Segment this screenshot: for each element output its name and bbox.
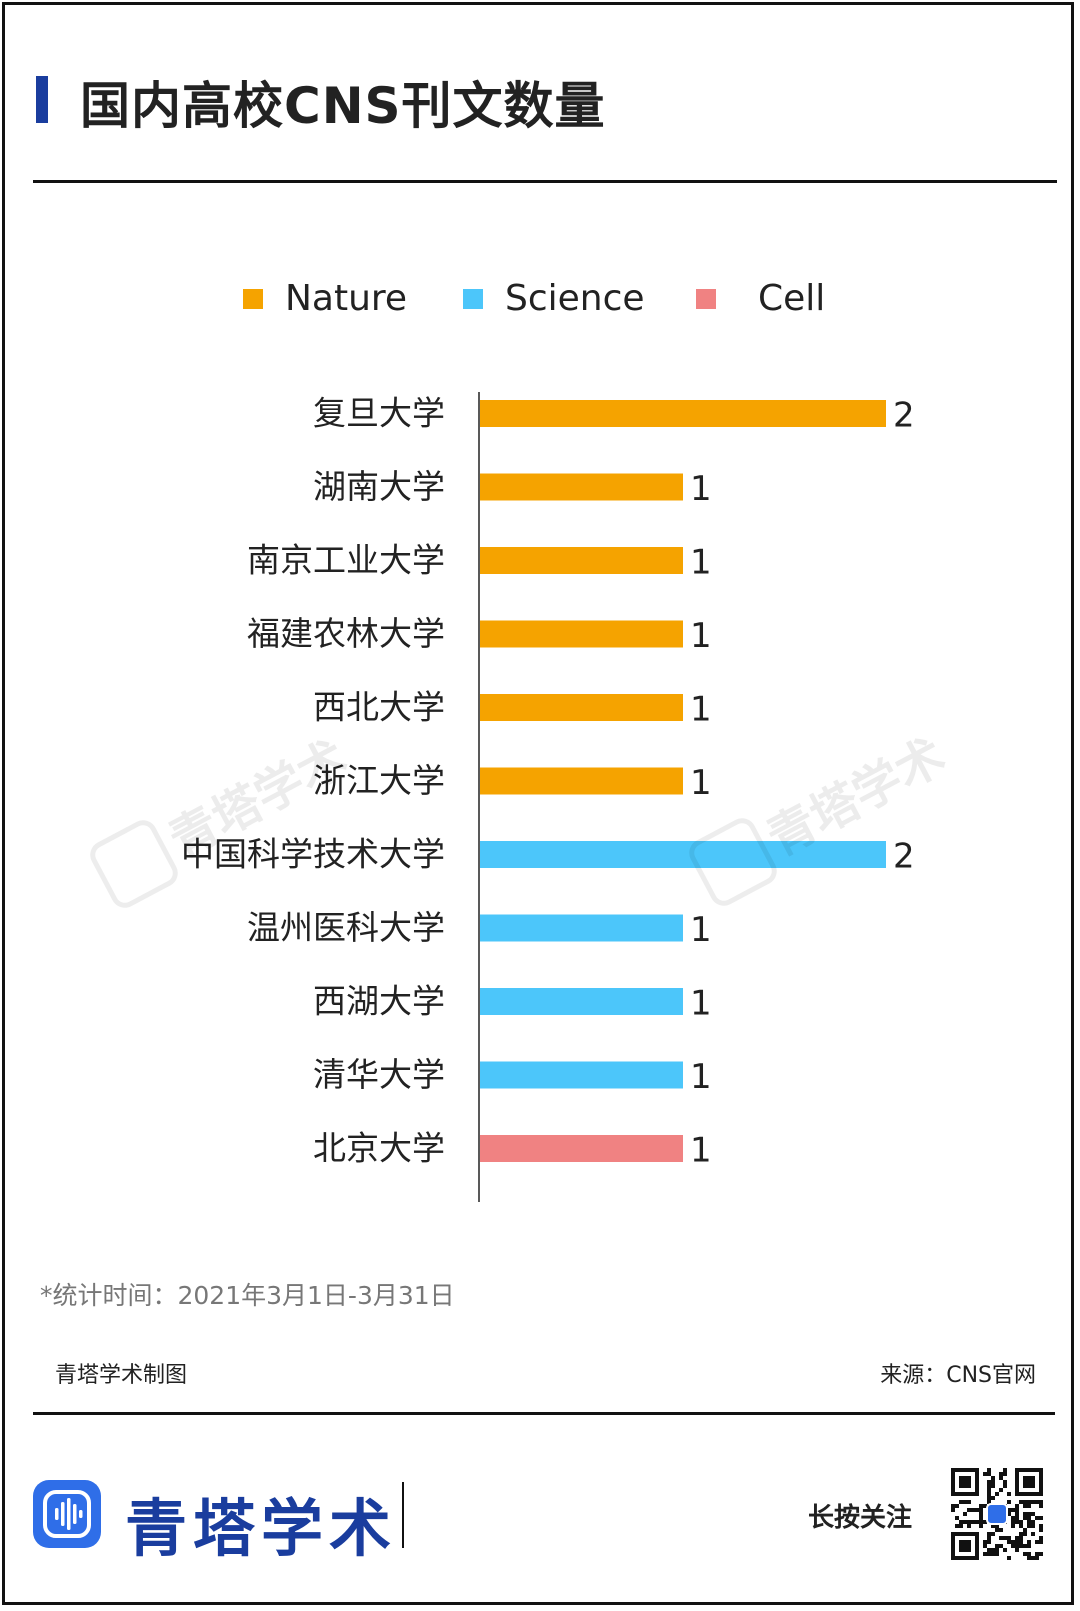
bar xyxy=(480,620,683,648)
data-label: 1 xyxy=(690,1131,712,1171)
legend-item-cell: Cell xyxy=(696,278,825,319)
bar xyxy=(480,1135,683,1162)
sound-wave-logo-icon xyxy=(33,1480,101,1548)
bar xyxy=(480,400,886,427)
category-label: 浙江大学 xyxy=(313,761,445,800)
data-label: 2 xyxy=(893,837,915,877)
legend-label-science: Science xyxy=(505,278,645,319)
category-label: 温州医科大学 xyxy=(247,908,445,947)
data-label: 1 xyxy=(690,543,712,583)
top-divider xyxy=(33,180,1057,183)
legend-swatch-cell xyxy=(696,288,716,309)
legend-label-cell: Cell xyxy=(758,278,826,319)
page-title: 国内高校CNS刊文数量 xyxy=(80,77,606,135)
bar xyxy=(480,841,886,868)
bottom-divider xyxy=(33,1412,1055,1415)
bar xyxy=(480,767,683,795)
legend-item-science: Science xyxy=(463,278,645,319)
category-label: 西北大学 xyxy=(313,688,445,727)
category-label: 湖南大学 xyxy=(313,467,445,506)
chart-maker-credit: 青塔学术制图 xyxy=(55,1363,188,1388)
data-label: 1 xyxy=(690,910,712,950)
category-label: 复旦大学 xyxy=(313,394,445,433)
title-accent-bar xyxy=(36,76,48,123)
legend-label-nature: Nature xyxy=(285,278,408,319)
bar xyxy=(480,914,683,942)
bar xyxy=(480,988,683,1015)
category-label: 南京工业大学 xyxy=(247,541,445,580)
bar xyxy=(480,547,683,574)
legend-swatch-nature xyxy=(243,288,263,309)
category-label: 北京大学 xyxy=(313,1129,445,1168)
data-label: 1 xyxy=(690,1057,712,1097)
category-label: 西湖大学 xyxy=(313,982,445,1021)
legend-swatch-science xyxy=(463,288,483,309)
stat-period-note: *统计时间：2021年3月1日-3月31日 xyxy=(40,1281,455,1310)
data-label: 1 xyxy=(690,690,712,730)
category-label: 中国科学技术大学 xyxy=(181,835,445,874)
category-label: 福建农林大学 xyxy=(247,614,445,653)
brand-divider xyxy=(402,1482,404,1548)
data-label: 1 xyxy=(690,616,712,656)
chart-legend: Nature Science Cell xyxy=(0,278,1080,328)
bar xyxy=(480,1061,683,1089)
bar-chart: 复旦大学 2 湖南大学 1 南京工业大学 1 福建农林大学 1 西北大学 1 浙江大学 1 中国科学技术… xyxy=(181,392,915,1202)
category-label: 清华大学 xyxy=(313,1055,445,1094)
data-label: 1 xyxy=(690,984,712,1024)
data-label: 2 xyxy=(893,396,915,436)
legend-item-nature: Nature xyxy=(243,278,407,319)
qr-code-icon[interactable] xyxy=(951,1468,1043,1560)
bar xyxy=(480,694,683,721)
follow-cta: 长按关注 xyxy=(808,1503,913,1533)
data-source: 来源：CNS官网 xyxy=(880,1363,1036,1388)
data-label: 1 xyxy=(690,763,712,803)
brand-name: 青塔学术 xyxy=(125,1492,398,1565)
bar xyxy=(480,473,683,501)
data-label: 1 xyxy=(690,469,712,509)
